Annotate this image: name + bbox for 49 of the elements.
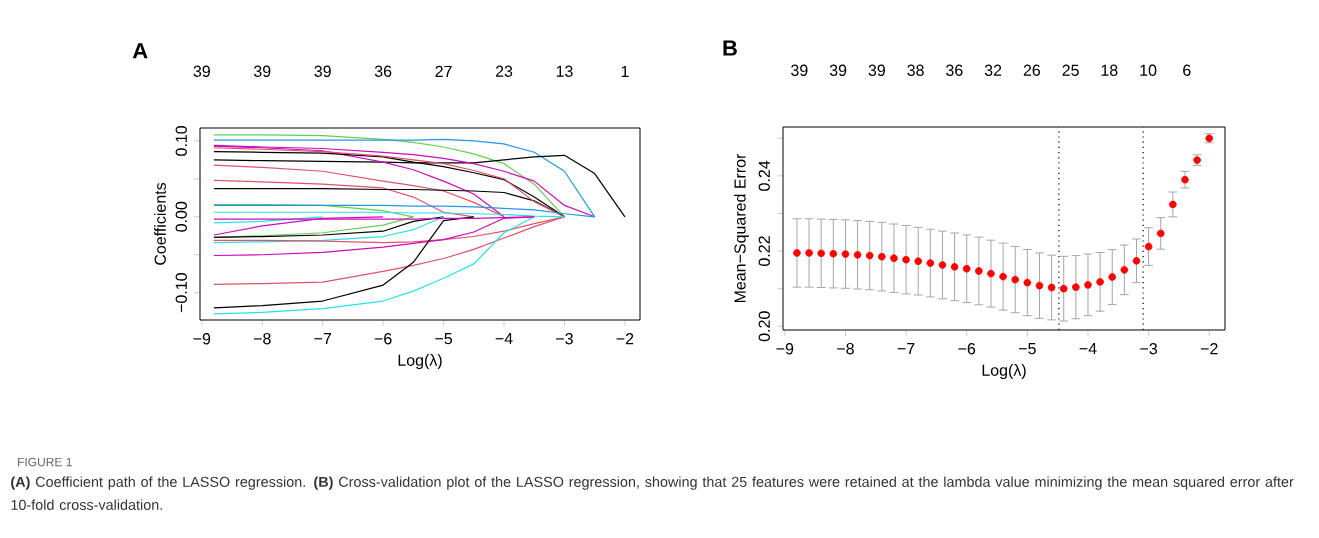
y-tick-label: 0.22: [758, 236, 770, 266]
text: 18: [1101, 64, 1118, 76]
x-tick-label: −6: [374, 333, 392, 345]
text: 38: [907, 64, 924, 76]
x-tick-label: −7: [314, 333, 332, 345]
y-tick-label: 0.20: [758, 311, 770, 342]
x-axis-title: Log(λ): [398, 354, 442, 370]
text: 39: [314, 65, 331, 77]
text: 10: [1140, 64, 1157, 76]
x-tick-label: −8: [837, 343, 854, 355]
text: 27: [435, 65, 452, 77]
x-tick-label: −8: [253, 333, 271, 345]
chart-title: B: [723, 40, 737, 56]
text: 39: [791, 64, 808, 76]
x-tick-label: −3: [556, 333, 573, 345]
text: (A) Coefficient path of the LASSO regression. (B) Cross-validation plot of the LASSO regression, showing that 25 features were retained at the lambda value minimizing the mean squared error after 10-fold cross-validation.: [11, 476, 1294, 510]
text: 39: [868, 64, 885, 76]
x-tick-label: −6: [958, 343, 976, 355]
y-tick-label: 0.00: [175, 201, 187, 232]
text: 36: [374, 65, 392, 77]
text: 1: [621, 65, 629, 77]
chart-title: A: [132, 43, 148, 59]
x-tick-label: −9: [776, 343, 794, 355]
x-tick-label: −5: [1019, 343, 1036, 355]
x-tick-label: −7: [897, 343, 915, 355]
text: 6: [1183, 64, 1191, 76]
x-axis-title: Log(λ): [982, 364, 1026, 380]
text: 39: [193, 65, 210, 77]
text: 39: [253, 65, 271, 77]
x-tick-label: −3: [1140, 343, 1158, 355]
y-tick-label: 0.24: [758, 160, 770, 191]
text: 25: [1062, 64, 1079, 76]
y-tick-label: 0.10: [175, 125, 187, 156]
text: 23: [495, 65, 513, 77]
x-tick-label: −2: [1200, 343, 1218, 355]
text: 26: [1023, 64, 1041, 76]
x-tick-label: −9: [193, 333, 211, 345]
x-tick-label: −5: [435, 333, 453, 345]
y-tick-label: −0.10: [175, 273, 187, 313]
y-axis-title: Mean−Squared Error: [733, 153, 749, 303]
caption: FIGURE 1: [18, 457, 72, 467]
text: 13: [556, 65, 573, 77]
text: 39: [829, 64, 847, 76]
y-axis-title: Coefficients: [154, 182, 166, 265]
x-tick-label: −4: [1079, 343, 1097, 355]
text: 36: [946, 64, 963, 76]
x-tick-label: −2: [616, 333, 634, 345]
x-tick-label: −4: [495, 333, 513, 345]
text: 32: [984, 64, 1002, 76]
